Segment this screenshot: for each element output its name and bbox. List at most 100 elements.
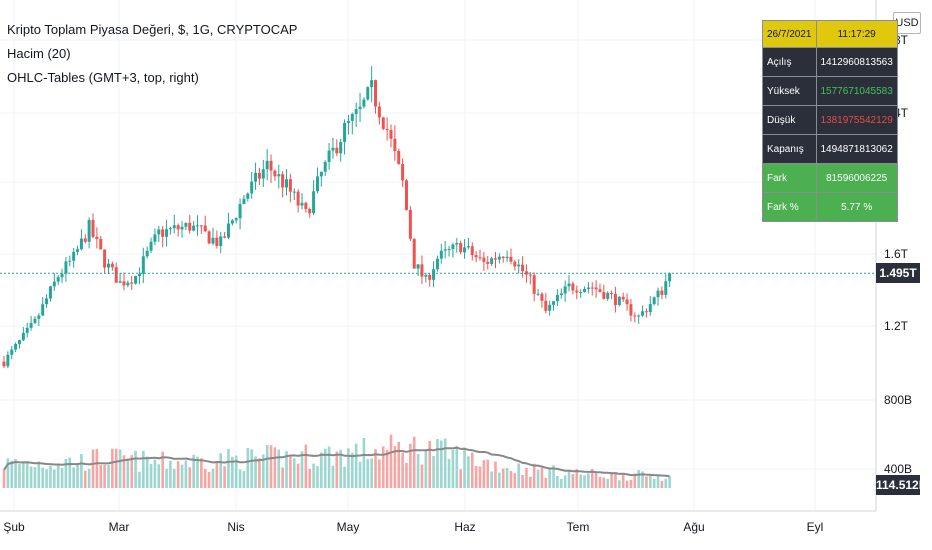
volume-bar xyxy=(381,446,385,488)
candle-body xyxy=(312,191,316,214)
volume-bar xyxy=(72,467,75,488)
volume-bar xyxy=(18,463,21,488)
volume-bar xyxy=(645,476,648,488)
volume-bar xyxy=(598,476,602,488)
ohlc-label: Kapanış xyxy=(762,134,817,164)
ohlc-value: 1412960813563 xyxy=(815,47,898,77)
volume-bar xyxy=(95,449,99,488)
candle-body xyxy=(199,225,203,227)
candle-body xyxy=(381,117,385,129)
candle-body xyxy=(126,282,130,286)
volume-bar xyxy=(358,461,362,488)
volume-bar xyxy=(269,445,273,488)
volume-bar xyxy=(389,434,393,488)
currency-button[interactable]: USD xyxy=(893,12,921,34)
volume-bar xyxy=(482,460,486,488)
time-axis[interactable]: Şub Mar Nis May Haz Tem Ağu Eyl xyxy=(3,520,823,534)
ohlc-row-change: Fark 81596006225 xyxy=(762,163,898,193)
volume-bar xyxy=(219,453,223,488)
volume-bar xyxy=(633,473,637,488)
volume-bar xyxy=(122,455,126,488)
candle-body xyxy=(134,275,138,284)
candle-body xyxy=(513,261,517,267)
candle-body xyxy=(230,220,234,224)
candle-body xyxy=(106,263,110,268)
volume-bar xyxy=(211,468,215,488)
volume-bar xyxy=(76,464,79,488)
volume-bar xyxy=(405,462,408,488)
candle-body xyxy=(660,290,664,295)
volume-bar xyxy=(215,461,219,488)
volume-bar xyxy=(37,461,41,488)
volume-bar xyxy=(157,464,161,488)
candle-body xyxy=(594,287,598,290)
volume-bar xyxy=(192,454,195,488)
volume-bar xyxy=(370,458,373,488)
volume-bar xyxy=(300,451,304,488)
volume-bar xyxy=(242,471,246,488)
volume-bar xyxy=(641,471,644,488)
candle-body xyxy=(56,277,60,282)
legend-ohlc-tables[interactable]: OHLC-Tables (GMT+3, top, right) xyxy=(7,70,199,85)
volume-bar xyxy=(501,468,505,488)
volume-bar xyxy=(536,469,540,488)
candle-body xyxy=(598,289,602,293)
volume-bar xyxy=(80,454,83,488)
volume-bar xyxy=(41,467,44,488)
volume-bars xyxy=(2,434,671,488)
candle-body xyxy=(470,246,474,256)
candle-body xyxy=(451,244,455,250)
volume-bar xyxy=(509,471,513,488)
ohlc-table-header: 26/7/2021 11:17:29 xyxy=(762,20,898,48)
candle-body xyxy=(482,257,486,262)
candle-body xyxy=(343,122,347,142)
candle-body xyxy=(610,292,614,294)
candle-body xyxy=(617,296,621,306)
ohlc-label: Açılış xyxy=(762,47,817,77)
candle-body xyxy=(544,300,548,311)
volume-bar xyxy=(587,473,590,488)
volume-bar xyxy=(33,467,37,488)
volume-bar xyxy=(443,438,447,488)
candle-body xyxy=(211,237,215,244)
ohlc-label: Yüksek xyxy=(762,76,817,106)
candle-body xyxy=(374,80,378,107)
x-tick-label: Mar xyxy=(109,520,130,534)
candle-body xyxy=(401,163,405,181)
volume-bar xyxy=(397,441,401,488)
volume-bar xyxy=(281,467,284,488)
volume-bar xyxy=(440,440,443,488)
candle-body xyxy=(490,258,494,264)
candle-body xyxy=(91,219,95,237)
candle-body xyxy=(157,229,161,235)
candle-body xyxy=(95,236,99,239)
volume-bar xyxy=(172,468,176,488)
ohlc-value: 1577671045583 xyxy=(815,76,898,106)
candle-body xyxy=(606,292,610,299)
ohlc-value: 81596006225 xyxy=(815,163,898,193)
ohlc-row-close: Kapanış 1494871813062 xyxy=(762,134,898,164)
volume-bar xyxy=(517,463,521,488)
volume-bar xyxy=(320,452,323,488)
candle-body xyxy=(165,229,169,237)
candle-body xyxy=(466,246,470,248)
volume-bar xyxy=(559,478,563,488)
volume-bar xyxy=(347,448,350,488)
candle-body xyxy=(6,354,10,367)
volume-bar xyxy=(130,455,134,488)
candle-body xyxy=(497,256,501,260)
candle-body xyxy=(366,87,370,100)
candle-body xyxy=(575,290,579,293)
candle-body xyxy=(552,301,556,305)
volume-bar xyxy=(207,471,211,488)
volume-bar xyxy=(629,479,633,488)
candle-body xyxy=(319,171,323,177)
candle-body xyxy=(300,202,304,206)
legend-title[interactable]: Kripto Toplam Piyasa Değeri, $, 1G, CRYP… xyxy=(7,22,298,37)
volume-bar xyxy=(494,461,497,488)
ohlc-date: 26/7/2021 xyxy=(762,20,817,48)
candle-body xyxy=(68,260,72,262)
legend-volume[interactable]: Hacim (20) xyxy=(7,46,71,61)
volume-bar xyxy=(49,465,52,488)
